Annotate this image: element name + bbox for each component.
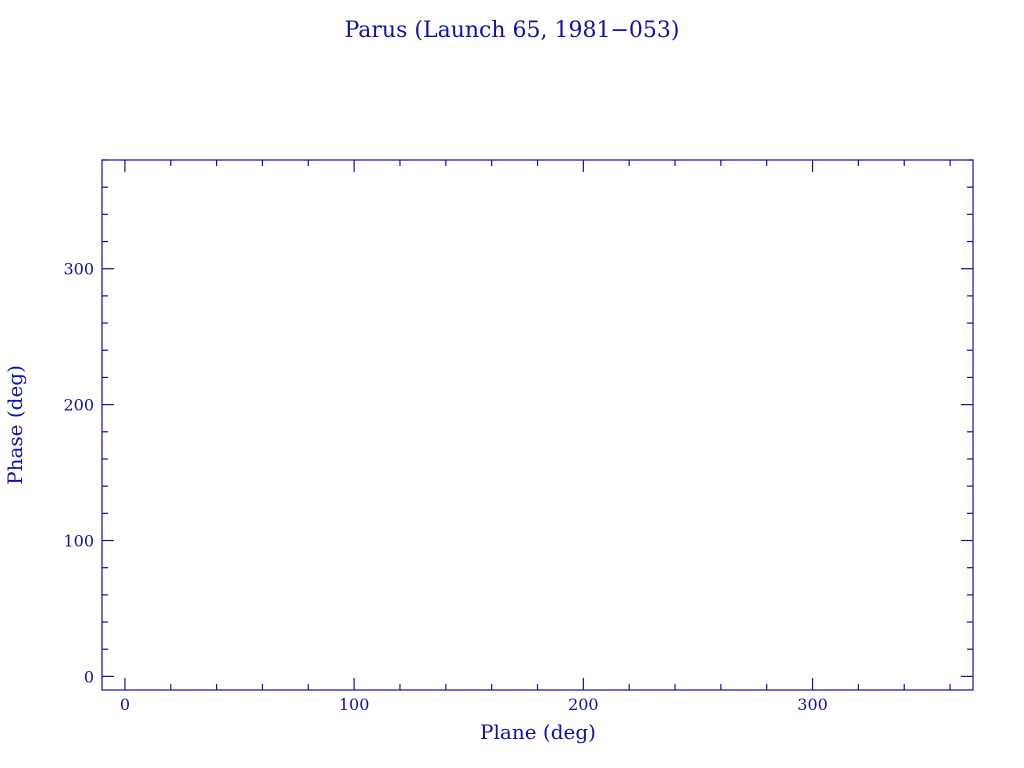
x-tick-label: 200 <box>568 695 599 714</box>
y-tick-label: 300 <box>63 260 94 279</box>
y-tick-label: 0 <box>84 667 94 686</box>
x-tick-label: 300 <box>797 695 828 714</box>
y-axis-label: Phase (deg) <box>3 365 27 485</box>
x-tick-label: 0 <box>120 695 130 714</box>
chart-title: Parus (Launch 65, 1981−053) <box>344 18 679 43</box>
plot-frame <box>101 159 974 691</box>
y-tick-label: 100 <box>63 532 94 551</box>
y-tick-label: 200 <box>63 396 94 415</box>
x-tick-label: 100 <box>339 695 370 714</box>
x-axis-label: Plane (deg) <box>480 720 596 744</box>
